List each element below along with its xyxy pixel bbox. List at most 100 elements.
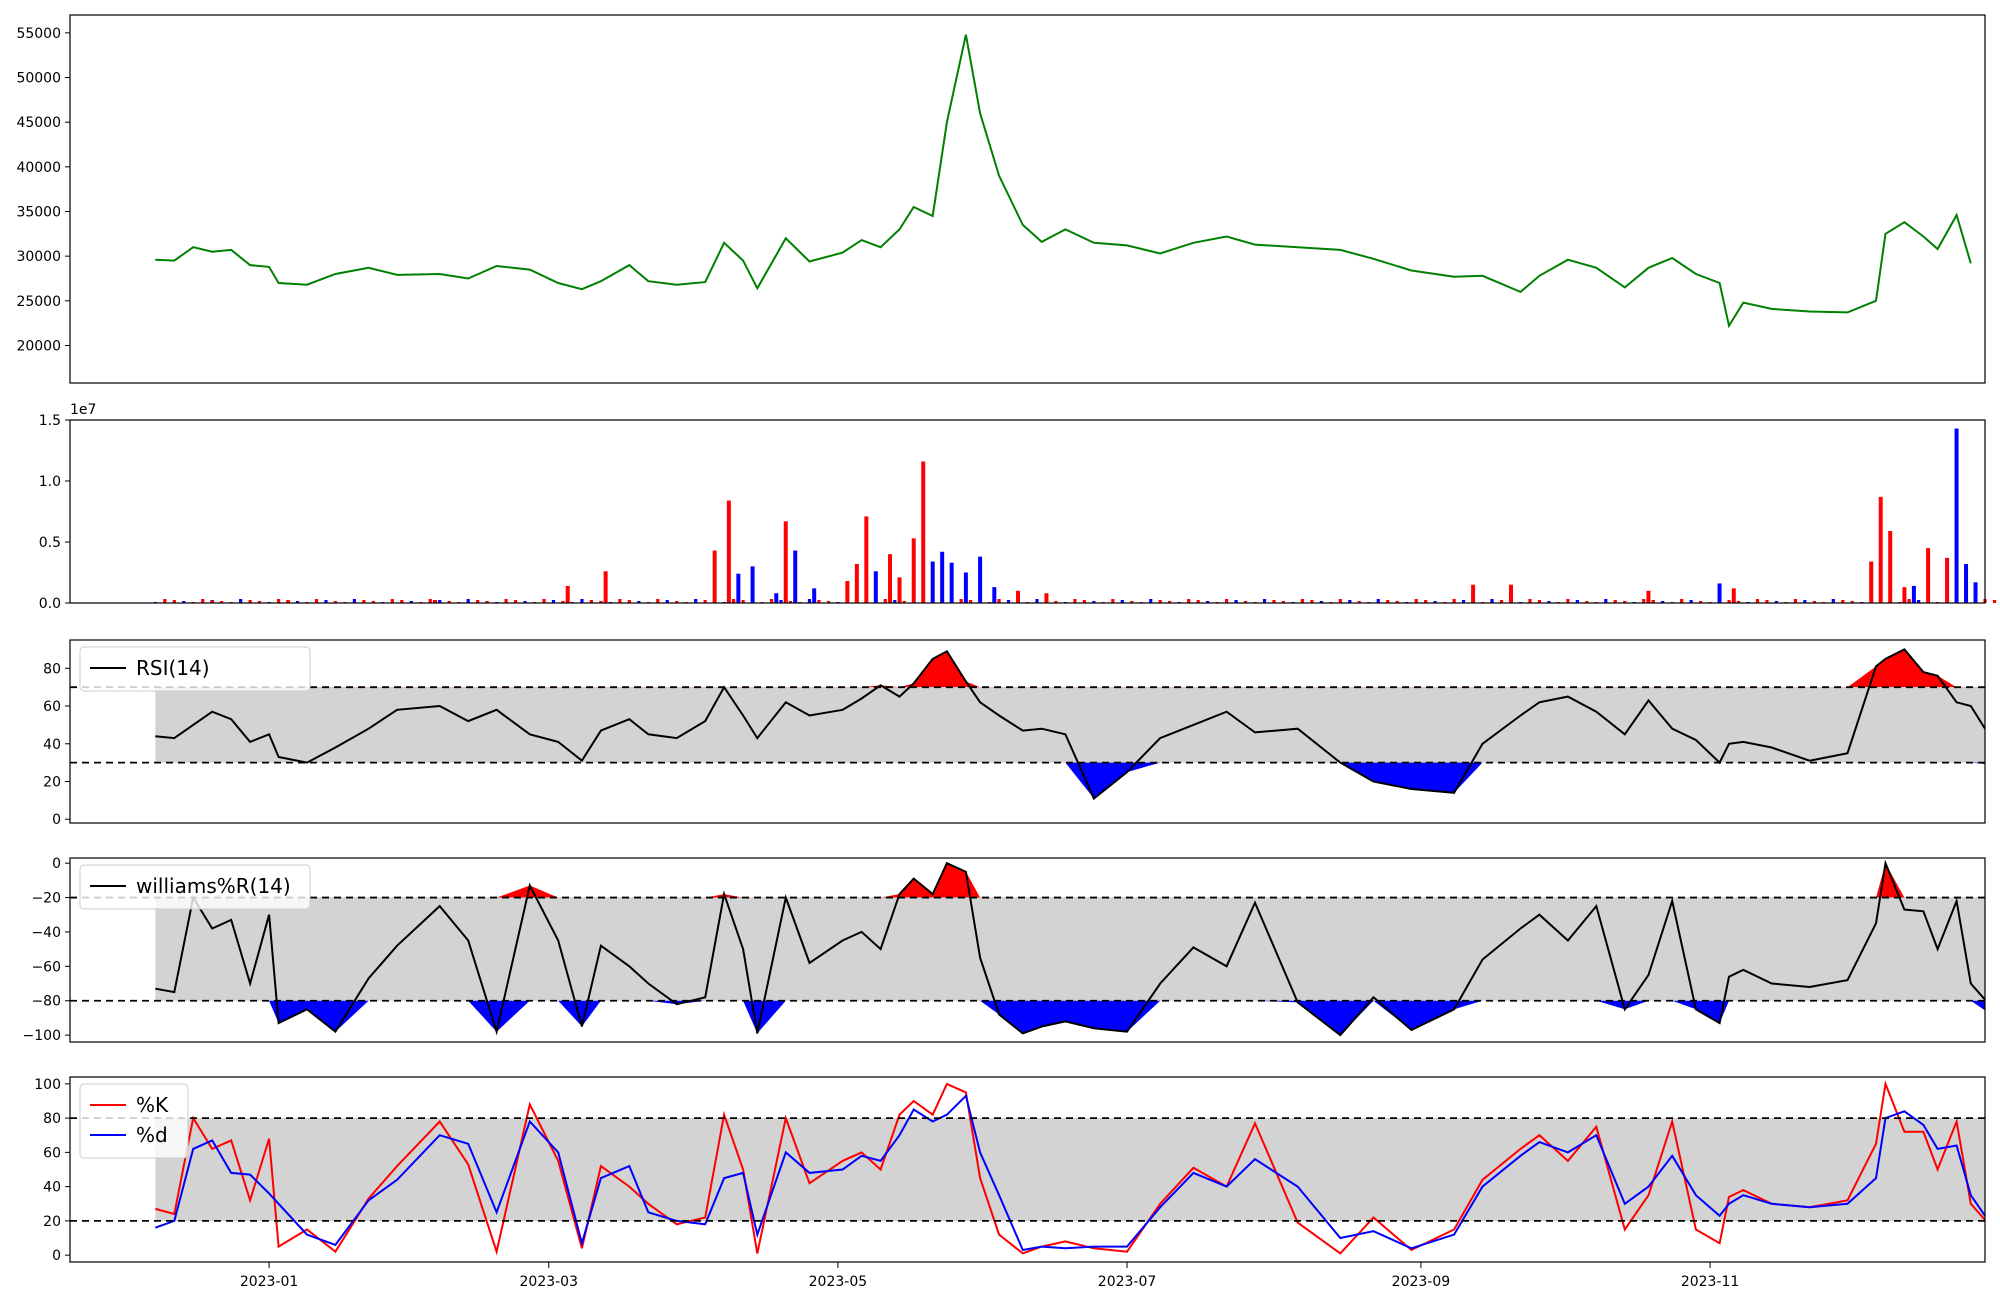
y-tick-label: 0 (52, 856, 61, 872)
panel-frame (69, 14, 1986, 384)
volume-bar-small (1490, 599, 1494, 603)
panel-frame (69, 1076, 1986, 1263)
y-tick-label: 60 (43, 699, 61, 715)
volume-bar (1973, 582, 1978, 603)
legend-label: %d (136, 1123, 168, 1147)
volume-bar-small (172, 600, 176, 603)
volume-bar (774, 593, 779, 603)
volume-bar-small (580, 599, 584, 603)
volume-bar-small (1243, 601, 1248, 603)
volume-bar-small (1357, 601, 1361, 603)
y-tick-label: 80 (43, 1111, 61, 1127)
y-tick-label: 80 (43, 661, 61, 677)
y-tick-label: 1.0 (39, 474, 61, 490)
volume-bar-small (1158, 600, 1162, 603)
volume-bar (210, 600, 215, 603)
volume-bar-small (1054, 601, 1058, 603)
volume-bar (1508, 584, 1513, 603)
volume-bar (1888, 531, 1893, 603)
volume-bar-small (1310, 600, 1314, 603)
volume-bar-small (314, 599, 319, 603)
volume-bar-small (1850, 601, 1854, 603)
volume-bar-small (276, 599, 281, 603)
volume-bar (888, 554, 893, 603)
volume-bar (1044, 593, 1049, 603)
volume-bar-small (1433, 601, 1437, 603)
volume-bar-small (220, 601, 224, 603)
volume-bar-small (1082, 600, 1086, 603)
volume-bar-small (1187, 599, 1191, 603)
volume-bar (1902, 587, 1907, 603)
volume-bar (845, 581, 850, 603)
volume-bar-small (618, 599, 622, 603)
volume-bar-small (675, 601, 679, 603)
volume-scale-offset: 1e7 (70, 402, 96, 418)
x-tick-label: 2023-03 (520, 1274, 579, 1290)
series-line-d (154, 1093, 1985, 1252)
volume-bar-small (1092, 601, 1096, 603)
volume-bar-small (1736, 601, 1741, 603)
volume-bar-small (362, 600, 366, 603)
volume-bar-small (1272, 600, 1276, 603)
volume-bar-small (182, 601, 186, 603)
volume-bar-small (551, 600, 556, 603)
volume-bar-small (788, 601, 793, 603)
volume-bar-small (1461, 600, 1466, 603)
volume-bar-small (1395, 601, 1399, 603)
x-tick-label: 2023-11 (1681, 1274, 1740, 1290)
legend-box (79, 646, 311, 692)
y-tick-label: 50000 (16, 71, 61, 87)
y-tick-label: 35000 (16, 205, 61, 221)
volume-bar (854, 563, 859, 603)
volume-bar (1954, 428, 1959, 603)
volume-bar-small (627, 600, 631, 603)
volume-bar-small (1120, 600, 1124, 603)
volume-bar-small (599, 601, 603, 603)
volume-bar (793, 550, 798, 603)
volume-bar-small (893, 600, 897, 603)
oversold-fill (155, 1000, 1985, 1036)
volume-bar-small (1812, 601, 1816, 603)
volume-bar-small (333, 601, 338, 603)
y-tick-label: 45000 (16, 115, 61, 131)
panel-frame (69, 419, 1986, 604)
volume-bar-small (352, 599, 357, 603)
volume-bar-small (1376, 599, 1380, 603)
neutral-band (155, 687, 1985, 763)
volume-bar-small (817, 600, 821, 603)
williams-line (155, 859, 1985, 1037)
williams-plot-area (155, 859, 1985, 1037)
volume-bar-small (1348, 600, 1352, 603)
volume-bar-small (703, 600, 707, 603)
volume-bar-small (561, 601, 565, 603)
x-tick-label: 2023-09 (1392, 1274, 1451, 1290)
volume-bar-small (324, 600, 328, 603)
volume-bar (1911, 585, 1916, 603)
volume-bar (565, 585, 570, 603)
volume-bar (750, 566, 755, 603)
volume-bar (1926, 548, 1931, 603)
volume-panel: 0.0 0.5 1.0 1.5 1e7 (39, 402, 1997, 612)
volume-bar-small (1774, 601, 1779, 603)
volume-bar-small (902, 601, 906, 603)
volume-bar (978, 556, 983, 603)
volume-bar-small (1073, 599, 1077, 603)
volume-bar-small (1661, 601, 1665, 603)
volume-bar-small (732, 599, 736, 603)
volume-bar-small (1765, 600, 1769, 603)
rsi-plot-area (155, 648, 1985, 801)
x-tick-label: 2023-01 (240, 1274, 299, 1290)
volume-bar-small (1035, 599, 1039, 603)
legend-label: %K (136, 1093, 169, 1117)
volume-bar-small (1642, 599, 1646, 603)
volume-bar (930, 561, 935, 603)
volume-bar (1016, 590, 1021, 603)
y-tick-label: 40 (43, 1180, 61, 1196)
panel-frame (69, 639, 1986, 824)
volume-bar-small (1528, 599, 1532, 603)
volume-bar (432, 599, 437, 603)
y-tick-label: 0 (52, 1248, 61, 1264)
volume-bar (940, 551, 945, 603)
volume-bar-small (694, 599, 698, 603)
volume-bar-small (1262, 599, 1267, 603)
